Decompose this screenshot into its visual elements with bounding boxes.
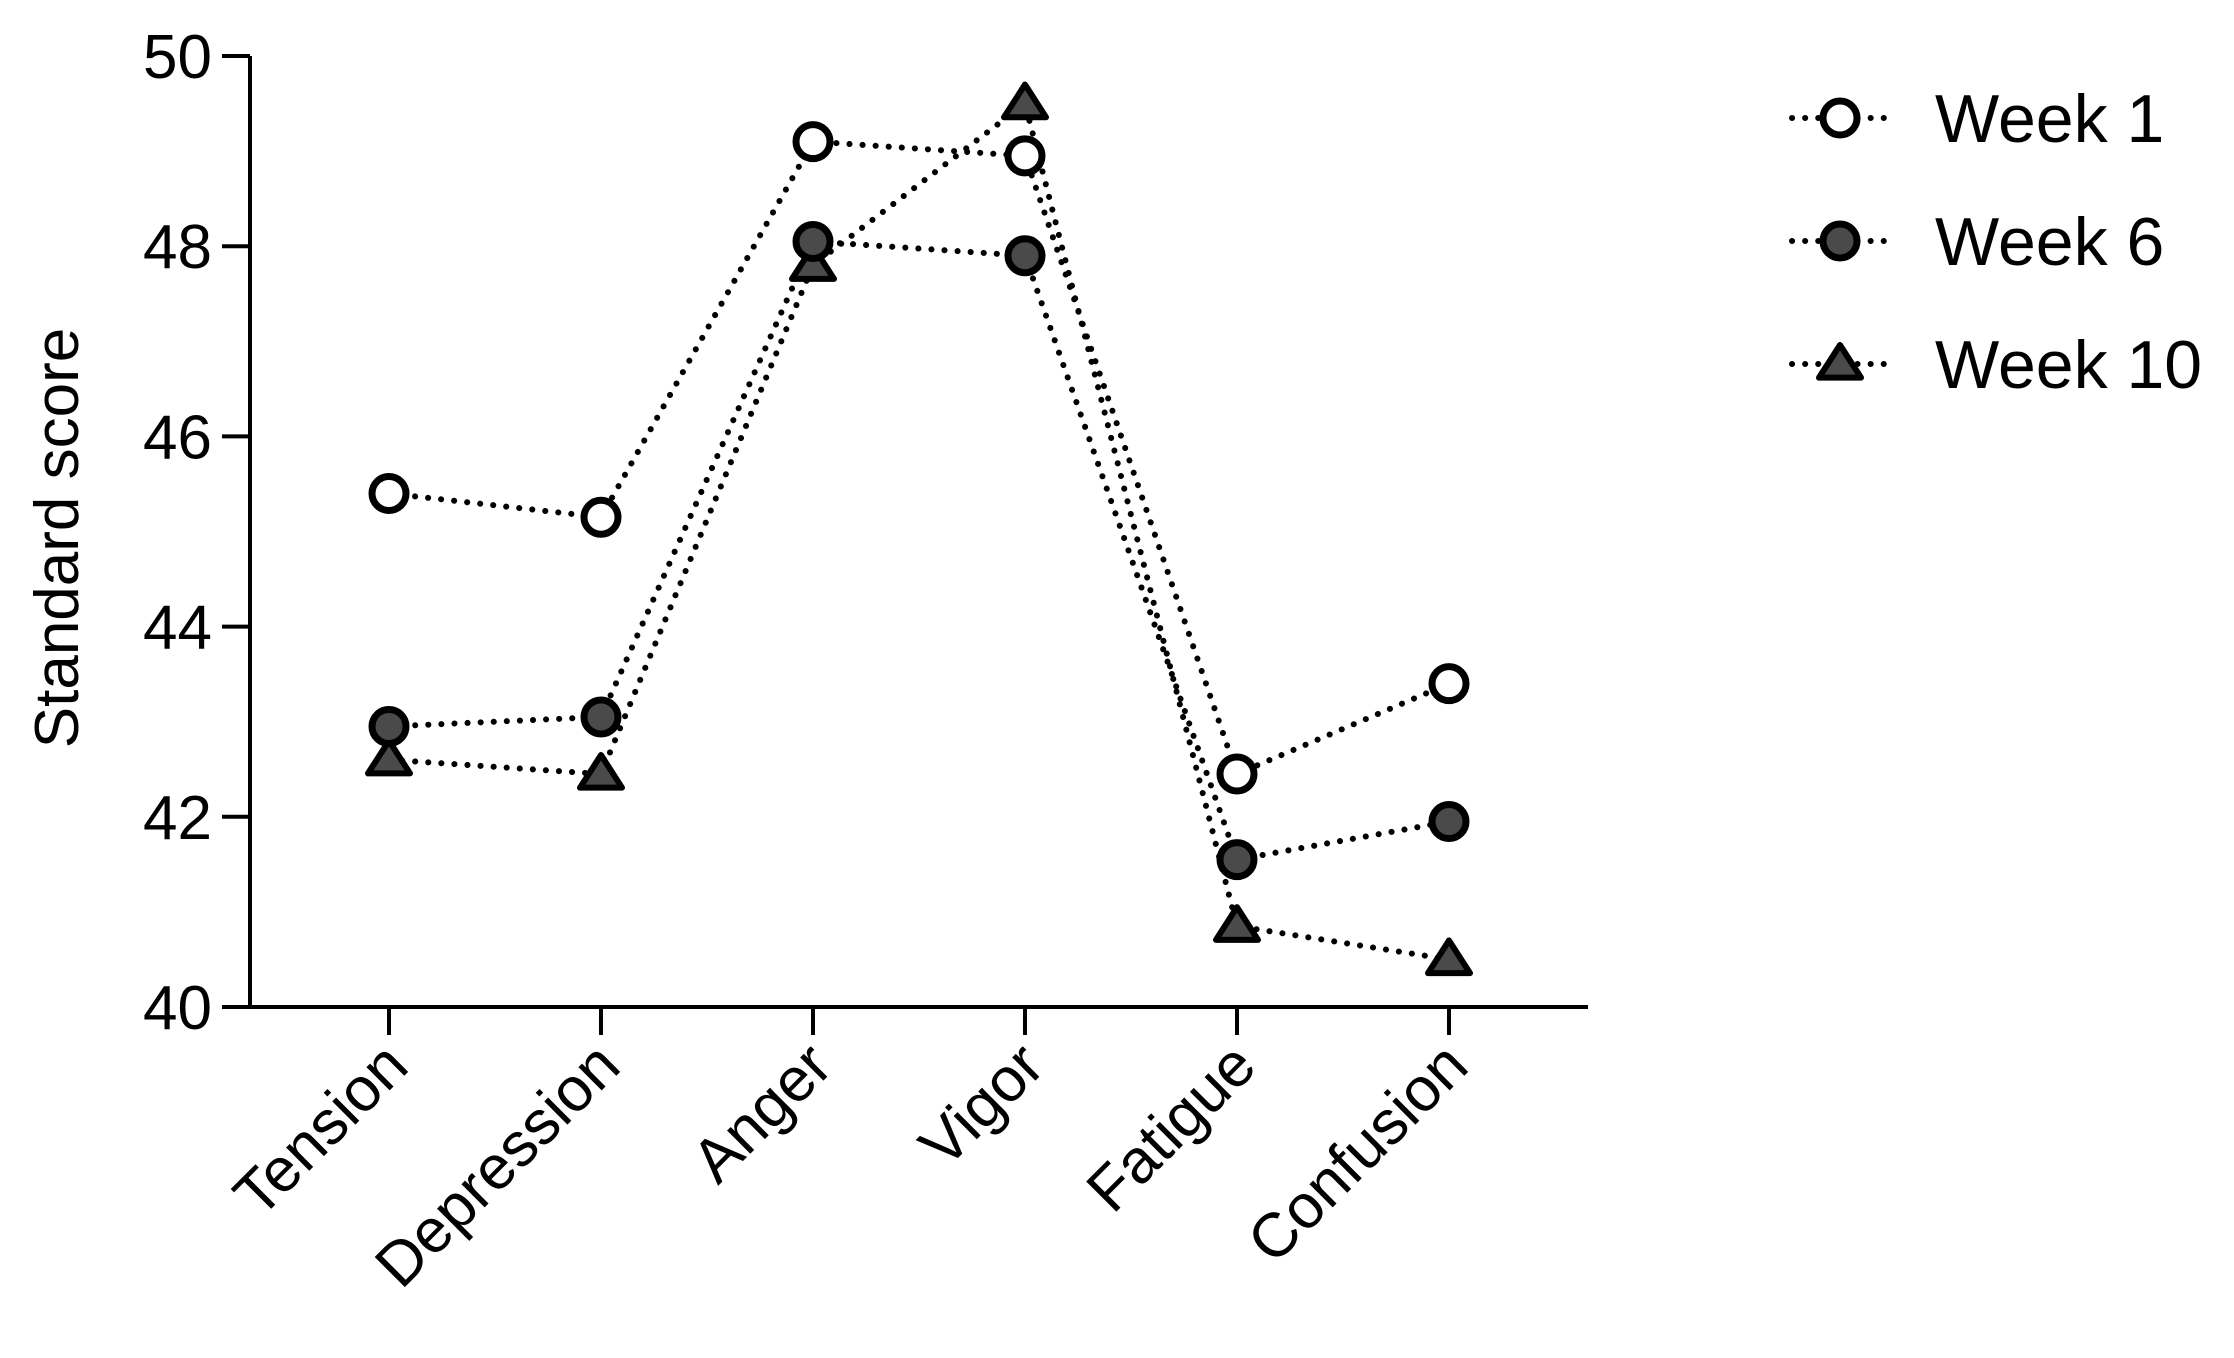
series-line-week-10: [386, 100, 1452, 963]
data-point-week-1-confusion: [1428, 663, 1470, 705]
x-tick-label-vigor: Vigor: [907, 1030, 1057, 1180]
y-tick-label-44: 44: [143, 594, 212, 663]
data-point-week-10-fatigue: [1213, 904, 1261, 943]
data-point-week-1-tension: [368, 472, 410, 514]
series-line-week-1: [386, 138, 1452, 778]
y-axis-ticks: 40 42 44 46 48 50: [143, 23, 250, 1043]
data-point-week-10-tension: [365, 737, 413, 777]
data-point-week-1-anger: [792, 121, 834, 163]
series-line-week-6: [386, 238, 1452, 863]
legend-marker-week-1: [1819, 97, 1861, 139]
x-tick-label-fatigue: Fatigue: [1074, 1030, 1269, 1225]
legend-marker-week-10: [1816, 342, 1864, 381]
data-point-week-1-depression: [580, 496, 622, 538]
axes: [248, 56, 1588, 1009]
legend-label-week-1: Week 1: [1935, 81, 2164, 157]
data-point-week-10-depression: [577, 752, 625, 791]
data-point-week-6-confusion: [1428, 801, 1470, 843]
legend-label-week-6: Week 6: [1935, 204, 2164, 280]
y-axis-label: Standard score: [23, 328, 92, 748]
y-tick-label-50: 50: [143, 23, 212, 92]
legend: Week 1 Week 6 Week 10: [1789, 81, 2202, 403]
data-point-week-6-depression: [580, 696, 622, 738]
x-tick-label-anger: Anger: [679, 1030, 845, 1196]
data-point-week-6-anger: [792, 220, 834, 262]
data-point-week-6-fatigue: [1216, 839, 1258, 881]
data-point-week-10-anger: [789, 243, 837, 282]
y-tick-label-42: 42: [143, 784, 212, 853]
series-group: [365, 81, 1473, 977]
x-tick-label-confusion: Confusion: [1235, 1030, 1481, 1276]
legend-label-week-10: Week 10: [1935, 327, 2202, 403]
legend-marker-week-6: [1819, 220, 1861, 262]
data-point-week-10-confusion: [1425, 937, 1473, 977]
data-point-week-1-fatigue: [1216, 753, 1258, 795]
data-point-week-6-tension: [368, 705, 410, 747]
x-tick-label-tension: Tension: [221, 1030, 421, 1230]
data-point-week-1-vigor: [1004, 135, 1046, 177]
data-point-week-10-vigor: [1001, 81, 1049, 121]
y-tick-label-46: 46: [143, 403, 212, 472]
data-point-week-6-vigor: [1004, 235, 1046, 277]
y-tick-label-40: 40: [143, 974, 212, 1043]
y-tick-label-48: 48: [143, 213, 212, 282]
